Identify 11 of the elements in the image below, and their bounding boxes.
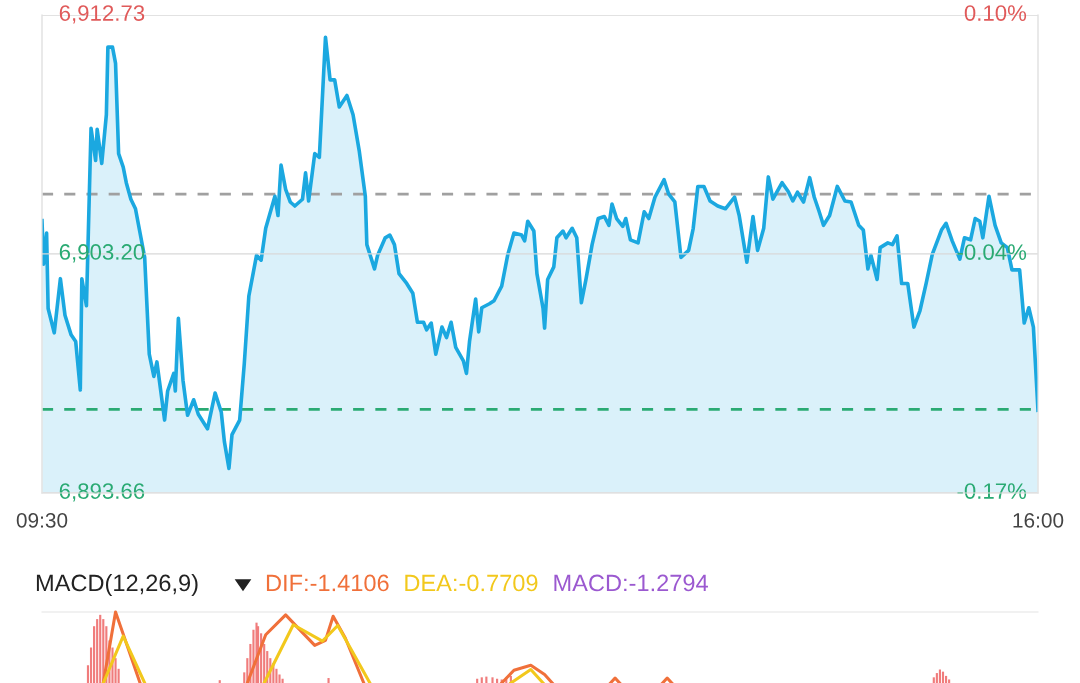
text: DEA:-0.7709 (405, 574, 538, 592)
y2-tick-label: 0.10% (964, 5, 1027, 21)
chart-title: MACD(12,26,9) (36, 573, 198, 596)
y-tick-label: 6,893.66 (59, 483, 145, 502)
x-tick-label: 16:00 (1013, 512, 1064, 528)
y-tick-label: 6,912.73 (59, 5, 145, 24)
text: MACD:-1.2794 (554, 574, 708, 592)
y2-tick-label: -0.17% (957, 483, 1027, 499)
y2-tick-label: -0.04% (957, 244, 1027, 260)
series-label: DIF:-1.4106 (266, 574, 389, 592)
x-tick-label: 09:30 (16, 512, 68, 528)
